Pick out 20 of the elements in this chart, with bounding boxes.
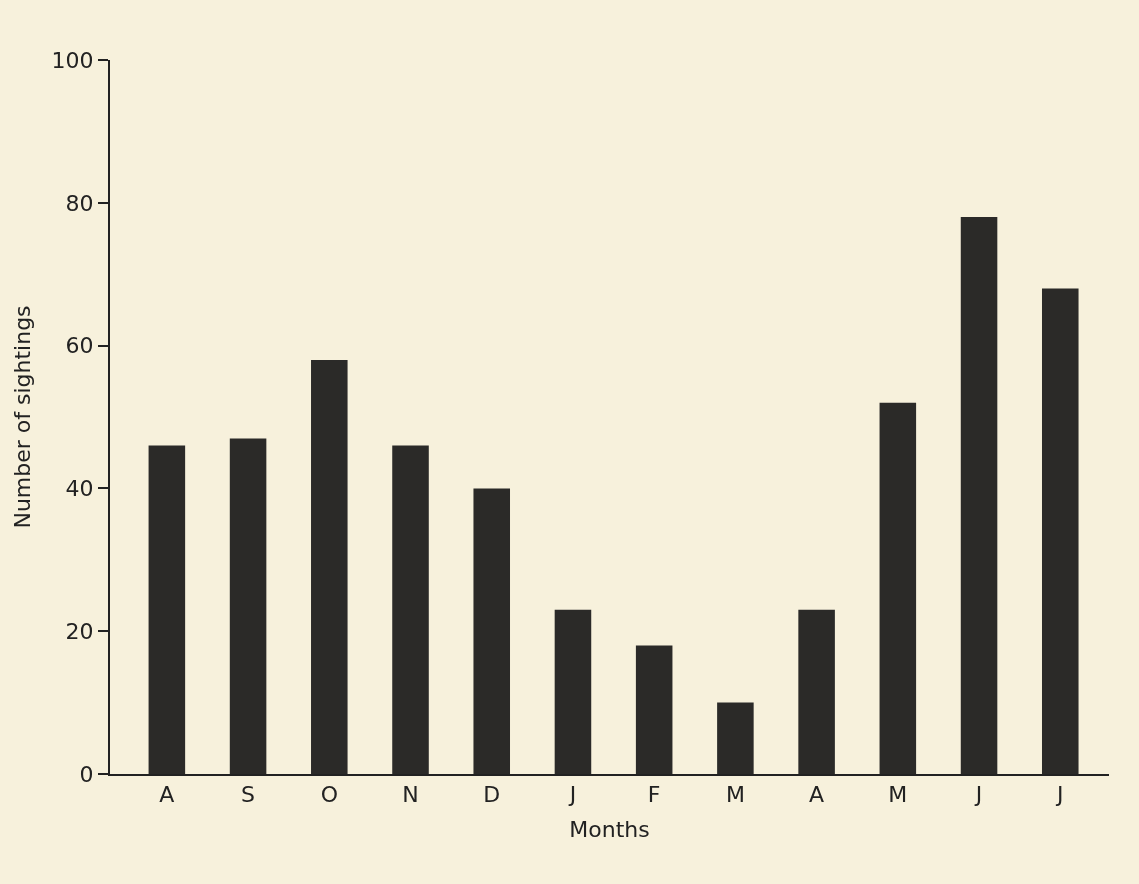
x-tick-label: M [725, 782, 745, 808]
x-tick-label: O [320, 782, 338, 808]
x-tick-label: N [402, 782, 419, 808]
x-tick-label: A [809, 782, 825, 808]
y-tick-label: 80 [65, 190, 94, 216]
x-tick-label: J [973, 782, 983, 808]
x-tick-label: S [241, 782, 256, 808]
y-tick-label: 100 [51, 47, 94, 73]
y-tick-label: 20 [65, 618, 94, 644]
x-tick-label: D [483, 782, 501, 808]
x-tick-label: F [647, 782, 661, 808]
y-tick-label: 40 [65, 476, 94, 502]
x-tick-label: J [567, 782, 577, 808]
y-tick-label: 0 [79, 761, 94, 787]
x-tick-label: M [888, 782, 908, 808]
x-tick-label: J [1055, 782, 1064, 808]
x-tick-label: A [159, 782, 175, 808]
y-axis-title: Number of sightings [9, 305, 35, 529]
x-axis-title: Months [569, 816, 650, 842]
y-tick-label: 60 [65, 333, 94, 359]
